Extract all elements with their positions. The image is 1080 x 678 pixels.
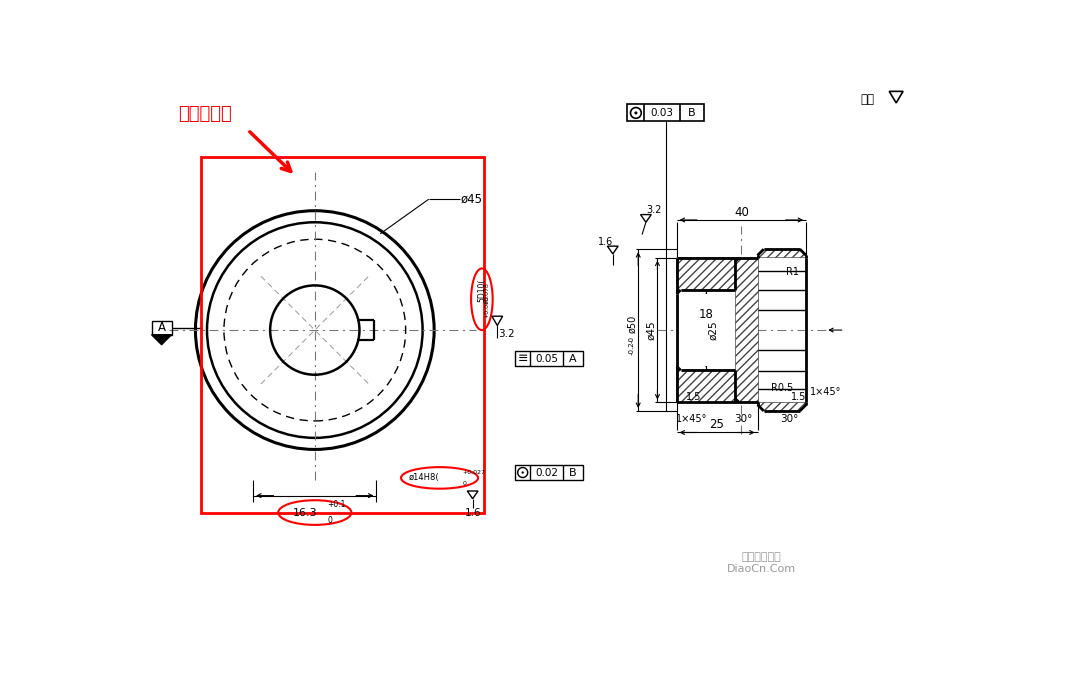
Bar [515, 465, 583, 480]
Text: 1.5: 1.5 [686, 392, 701, 402]
Text: 1.6: 1.6 [464, 508, 481, 518]
Text: 3.2: 3.2 [498, 329, 515, 339]
Text: DiaoCn.Com: DiaoCn.Com [727, 564, 796, 574]
Circle shape [634, 111, 637, 115]
Text: 30°: 30° [734, 414, 753, 424]
Bar [677, 294, 735, 366]
Text: +0.078: +0.078 [484, 281, 489, 304]
Text: 25: 25 [710, 418, 725, 431]
Text: 18: 18 [699, 308, 714, 321]
Text: ø14H8(: ø14H8( [409, 473, 440, 483]
Text: -0.2: -0.2 [629, 342, 635, 355]
Text: ø45: ø45 [460, 193, 482, 205]
Text: 0.02: 0.02 [535, 468, 558, 477]
Text: 这是右视图: 这是右视图 [178, 104, 232, 123]
Text: ø50: ø50 [627, 315, 637, 333]
Text: 16.3: 16.3 [294, 508, 318, 517]
Text: ≡: ≡ [517, 352, 528, 365]
Text: B: B [688, 108, 696, 118]
Text: 40: 40 [734, 205, 748, 219]
Text: 0: 0 [462, 481, 467, 486]
Text: 0.05: 0.05 [535, 353, 558, 363]
Polygon shape [677, 366, 735, 403]
Text: 3.2: 3.2 [646, 205, 661, 215]
Text: ø45: ø45 [646, 320, 657, 340]
Polygon shape [677, 258, 735, 294]
Text: 0: 0 [327, 516, 332, 525]
Bar [201, 157, 484, 513]
Polygon shape [757, 403, 806, 411]
Text: R1: R1 [785, 267, 799, 277]
Text: +0.030: +0.030 [484, 296, 489, 319]
Polygon shape [757, 250, 806, 258]
Text: R0.5: R0.5 [771, 383, 794, 393]
Text: 1.5: 1.5 [791, 392, 806, 402]
Text: 30°: 30° [780, 414, 798, 424]
Text: ø25: ø25 [708, 320, 718, 340]
Text: 0.03: 0.03 [650, 108, 674, 118]
Bar [151, 321, 172, 335]
Text: A: A [569, 353, 577, 363]
Text: 5D10(: 5D10( [477, 279, 486, 302]
Text: -0: -0 [629, 336, 635, 343]
Text: +0.027: +0.027 [462, 470, 486, 475]
Polygon shape [735, 258, 757, 403]
Text: +0.1: +0.1 [327, 500, 346, 509]
Text: 其余: 其余 [860, 93, 874, 106]
Text: 1.6: 1.6 [597, 237, 612, 247]
Text: B: B [569, 468, 577, 477]
Bar [515, 351, 583, 366]
Text: A: A [158, 321, 165, 334]
Text: 机械那些事儿: 机械那些事儿 [742, 552, 781, 562]
Bar [627, 104, 704, 121]
Polygon shape [151, 335, 172, 344]
Circle shape [522, 471, 524, 474]
Text: 1×45°: 1×45° [676, 414, 707, 424]
Text: 1×45°: 1×45° [810, 386, 841, 397]
